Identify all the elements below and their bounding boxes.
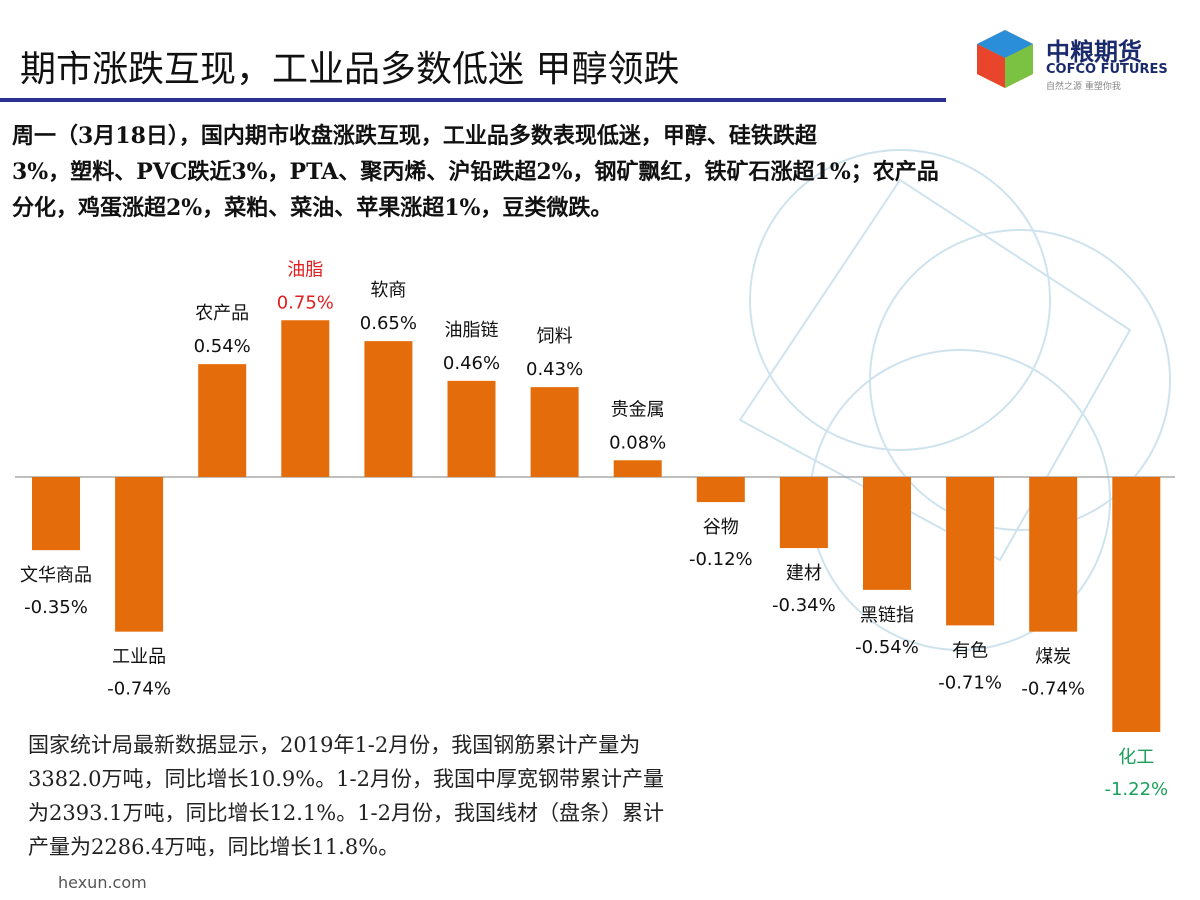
bar [946,477,995,626]
value-label: -0.34% [772,595,836,616]
bar [32,477,80,551]
bar [696,477,745,503]
bar [447,380,496,477]
category-label: 谷物 [703,517,739,538]
bar [1029,477,1078,632]
logo-text: 中粮期货 [1046,38,1142,66]
intro-line: 分化，鸡蛋涨超2%，菜粕、菜油、苹果涨超1%，豆类微跌。 [12,195,613,221]
category-label: 化工 [1118,747,1154,768]
bar [281,320,330,477]
watermark: hexun.com [58,873,147,892]
bar [115,477,164,632]
bar [364,341,413,477]
logo-text-en: COFCO FUTURES [1046,62,1168,77]
value-label: -0.74% [1021,679,1085,700]
value-label: -0.74% [107,679,171,700]
bar [198,364,247,477]
category-label: 油脂链 [445,320,499,341]
slide-title: 期市涨跌互现，工业品多数低迷 甲醇领跌 [20,49,680,90]
value-label: 0.43% [526,359,583,380]
value-label: -0.54% [855,637,919,658]
category-label: 文华商品 [20,565,92,586]
value-label: -0.71% [938,672,1002,693]
bar [1112,477,1161,732]
background-decoration [738,149,1171,651]
note-line: 国家统计局最新数据显示，2019年1-2月份，我国钢筋累计产量为 [28,733,641,757]
category-label: 油脂 [287,259,323,280]
note-text: 国家统计局最新数据显示，2019年1-2月份，我国钢筋累计产量为 3382.0万吨… [28,728,664,864]
category-label: 工业品 [112,647,166,668]
value-label: -1.22% [1104,779,1168,800]
bar [613,460,662,477]
logo-mark [977,30,1033,88]
bar [530,387,579,477]
category-label: 软商 [370,280,406,301]
value-label: 0.65% [360,313,417,334]
value-label: 0.75% [277,292,334,313]
value-label: 0.08% [609,432,666,453]
category-label: 建材 [786,563,822,584]
note-line: 为2393.1万吨，同比增长12.1%。1-2月份，我国线材（盘条）累计 [28,801,665,825]
category-label: 贵金属 [611,399,665,420]
category-label: 饲料 [537,326,573,347]
bar [779,477,828,549]
note-line: 3382.0万吨，同比增长10.9%。1-2月份，我国中厚宽钢带累计产量 [28,767,665,791]
title-rule [0,98,946,102]
value-label: -0.12% [689,549,753,570]
intro-line: 周一（3月18日），国内期市收盘涨跌互现，工业品多数表现低迷，甲醇、硅铁跌超 [12,123,817,149]
intro-line: 3%，塑料、PVC跌近3%，PTA、聚丙烯、沪铅跌超2%，钢矿飘红，铁矿石涨超1… [12,159,939,185]
category-label: 煤炭 [1035,647,1071,668]
category-label: 农产品 [195,303,249,324]
bar [863,477,911,590]
category-label: 有色 [952,640,988,661]
value-label: -0.35% [24,597,88,618]
value-label: 0.54% [194,336,251,357]
value-label: 0.46% [443,353,500,374]
category-label: 黑链指 [860,605,914,626]
note-line: 产量为2286.4万吨，同比增长11.8%。 [28,835,400,859]
logo-slogan: 自然之源 重塑你我 [1046,82,1121,92]
intro-text: 周一（3月18日），国内期市收盘涨跌互现，工业品多数表现低迷，甲醇、硅铁跌超 3%… [12,118,939,226]
